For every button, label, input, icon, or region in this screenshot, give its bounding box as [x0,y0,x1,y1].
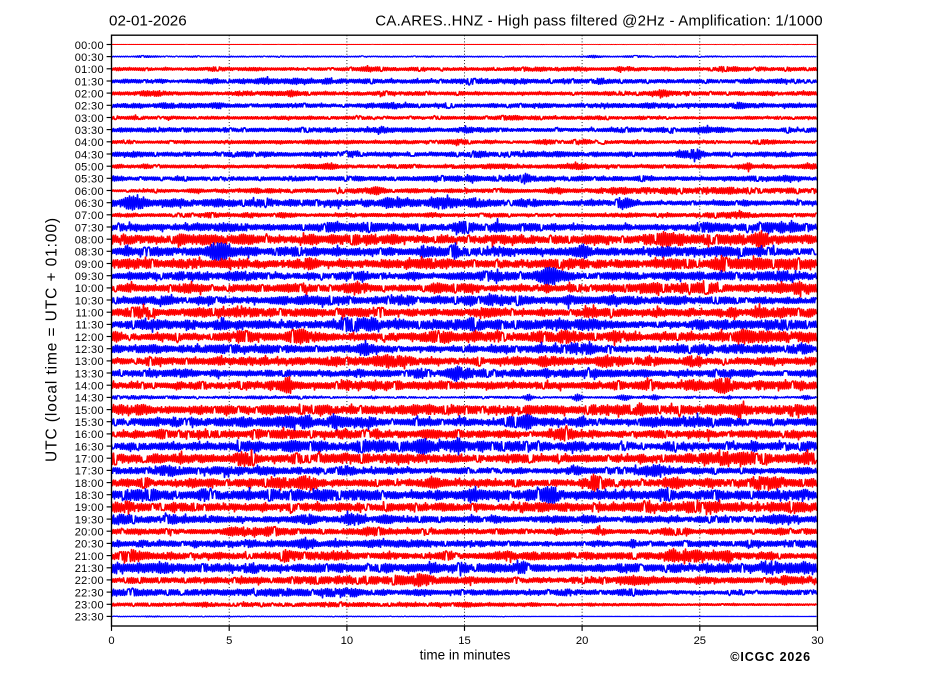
svg-text:0: 0 [108,635,114,647]
svg-text:10:00: 10:00 [75,283,104,295]
svg-text:18:30: 18:30 [75,490,104,502]
svg-text:20:30: 20:30 [75,539,104,551]
svg-text:00:30: 00:30 [75,52,104,64]
svg-text:08:30: 08:30 [75,247,104,259]
svg-text:12:00: 12:00 [75,332,104,344]
svg-text:UTC (local time = UTC + 01:00): UTC (local time = UTC + 01:00) [44,217,61,462]
svg-text:05:30: 05:30 [75,174,104,186]
svg-text:11:00: 11:00 [76,308,104,320]
svg-text:06:00: 06:00 [75,186,104,198]
svg-text:time in minutes: time in minutes [420,647,511,662]
svg-text:06:30: 06:30 [75,198,104,210]
svg-text:02:00: 02:00 [75,88,104,100]
svg-text:19:00: 19:00 [75,502,104,514]
svg-text:14:30: 14:30 [75,393,104,405]
svg-text:20:00: 20:00 [75,527,104,539]
svg-text:23:30: 23:30 [75,612,104,624]
svg-text:19:30: 19:30 [75,514,104,526]
svg-text:10: 10 [341,635,353,647]
svg-text:30: 30 [811,635,823,647]
svg-text:05:00: 05:00 [75,162,104,174]
svg-text:04:30: 04:30 [75,149,104,161]
svg-text:13:00: 13:00 [75,356,104,368]
svg-text:5: 5 [226,635,232,647]
svg-text:04:00: 04:00 [75,137,104,149]
svg-text:21:30: 21:30 [75,563,104,575]
svg-text:16:00: 16:00 [75,429,104,441]
svg-text:17:30: 17:30 [75,466,104,478]
svg-text:03:00: 03:00 [75,113,104,125]
svg-text:25: 25 [694,635,706,647]
svg-text:03:30: 03:30 [75,125,104,137]
svg-text:18:00: 18:00 [75,478,104,490]
svg-text:15:00: 15:00 [75,405,104,417]
svg-text:14:00: 14:00 [75,381,104,393]
svg-text:01:30: 01:30 [75,76,104,88]
svg-text:07:30: 07:30 [75,222,104,234]
svg-text:01:00: 01:00 [75,64,104,76]
svg-text:02:30: 02:30 [75,101,104,113]
svg-text:17:00: 17:00 [75,454,104,466]
svg-text:15: 15 [458,635,470,647]
svg-text:09:00: 09:00 [75,259,104,271]
svg-text:22:30: 22:30 [75,587,104,599]
svg-text:08:00: 08:00 [75,235,104,247]
svg-text:02-01-2026: 02-01-2026 [109,12,187,29]
svg-text:20: 20 [576,635,588,647]
svg-text:21:00: 21:00 [75,551,104,563]
svg-text:15:30: 15:30 [75,417,104,429]
svg-text:13:30: 13:30 [75,368,104,380]
svg-text:16:30: 16:30 [75,441,104,453]
svg-text:09:30: 09:30 [75,271,104,283]
svg-text:22:00: 22:00 [75,575,104,587]
svg-text:00:00: 00:00 [75,40,104,52]
svg-text:11:30: 11:30 [76,320,104,332]
svg-text:23:00: 23:00 [75,600,104,612]
svg-text:07:00: 07:00 [75,210,104,222]
svg-text:12:30: 12:30 [75,344,104,356]
svg-text:CA.ARES..HNZ - High pass filte: CA.ARES..HNZ - High pass filtered @2Hz -… [375,12,823,29]
svg-text:10:30: 10:30 [75,295,104,307]
svg-text:©ICGC 2026: ©ICGC 2026 [730,650,811,664]
